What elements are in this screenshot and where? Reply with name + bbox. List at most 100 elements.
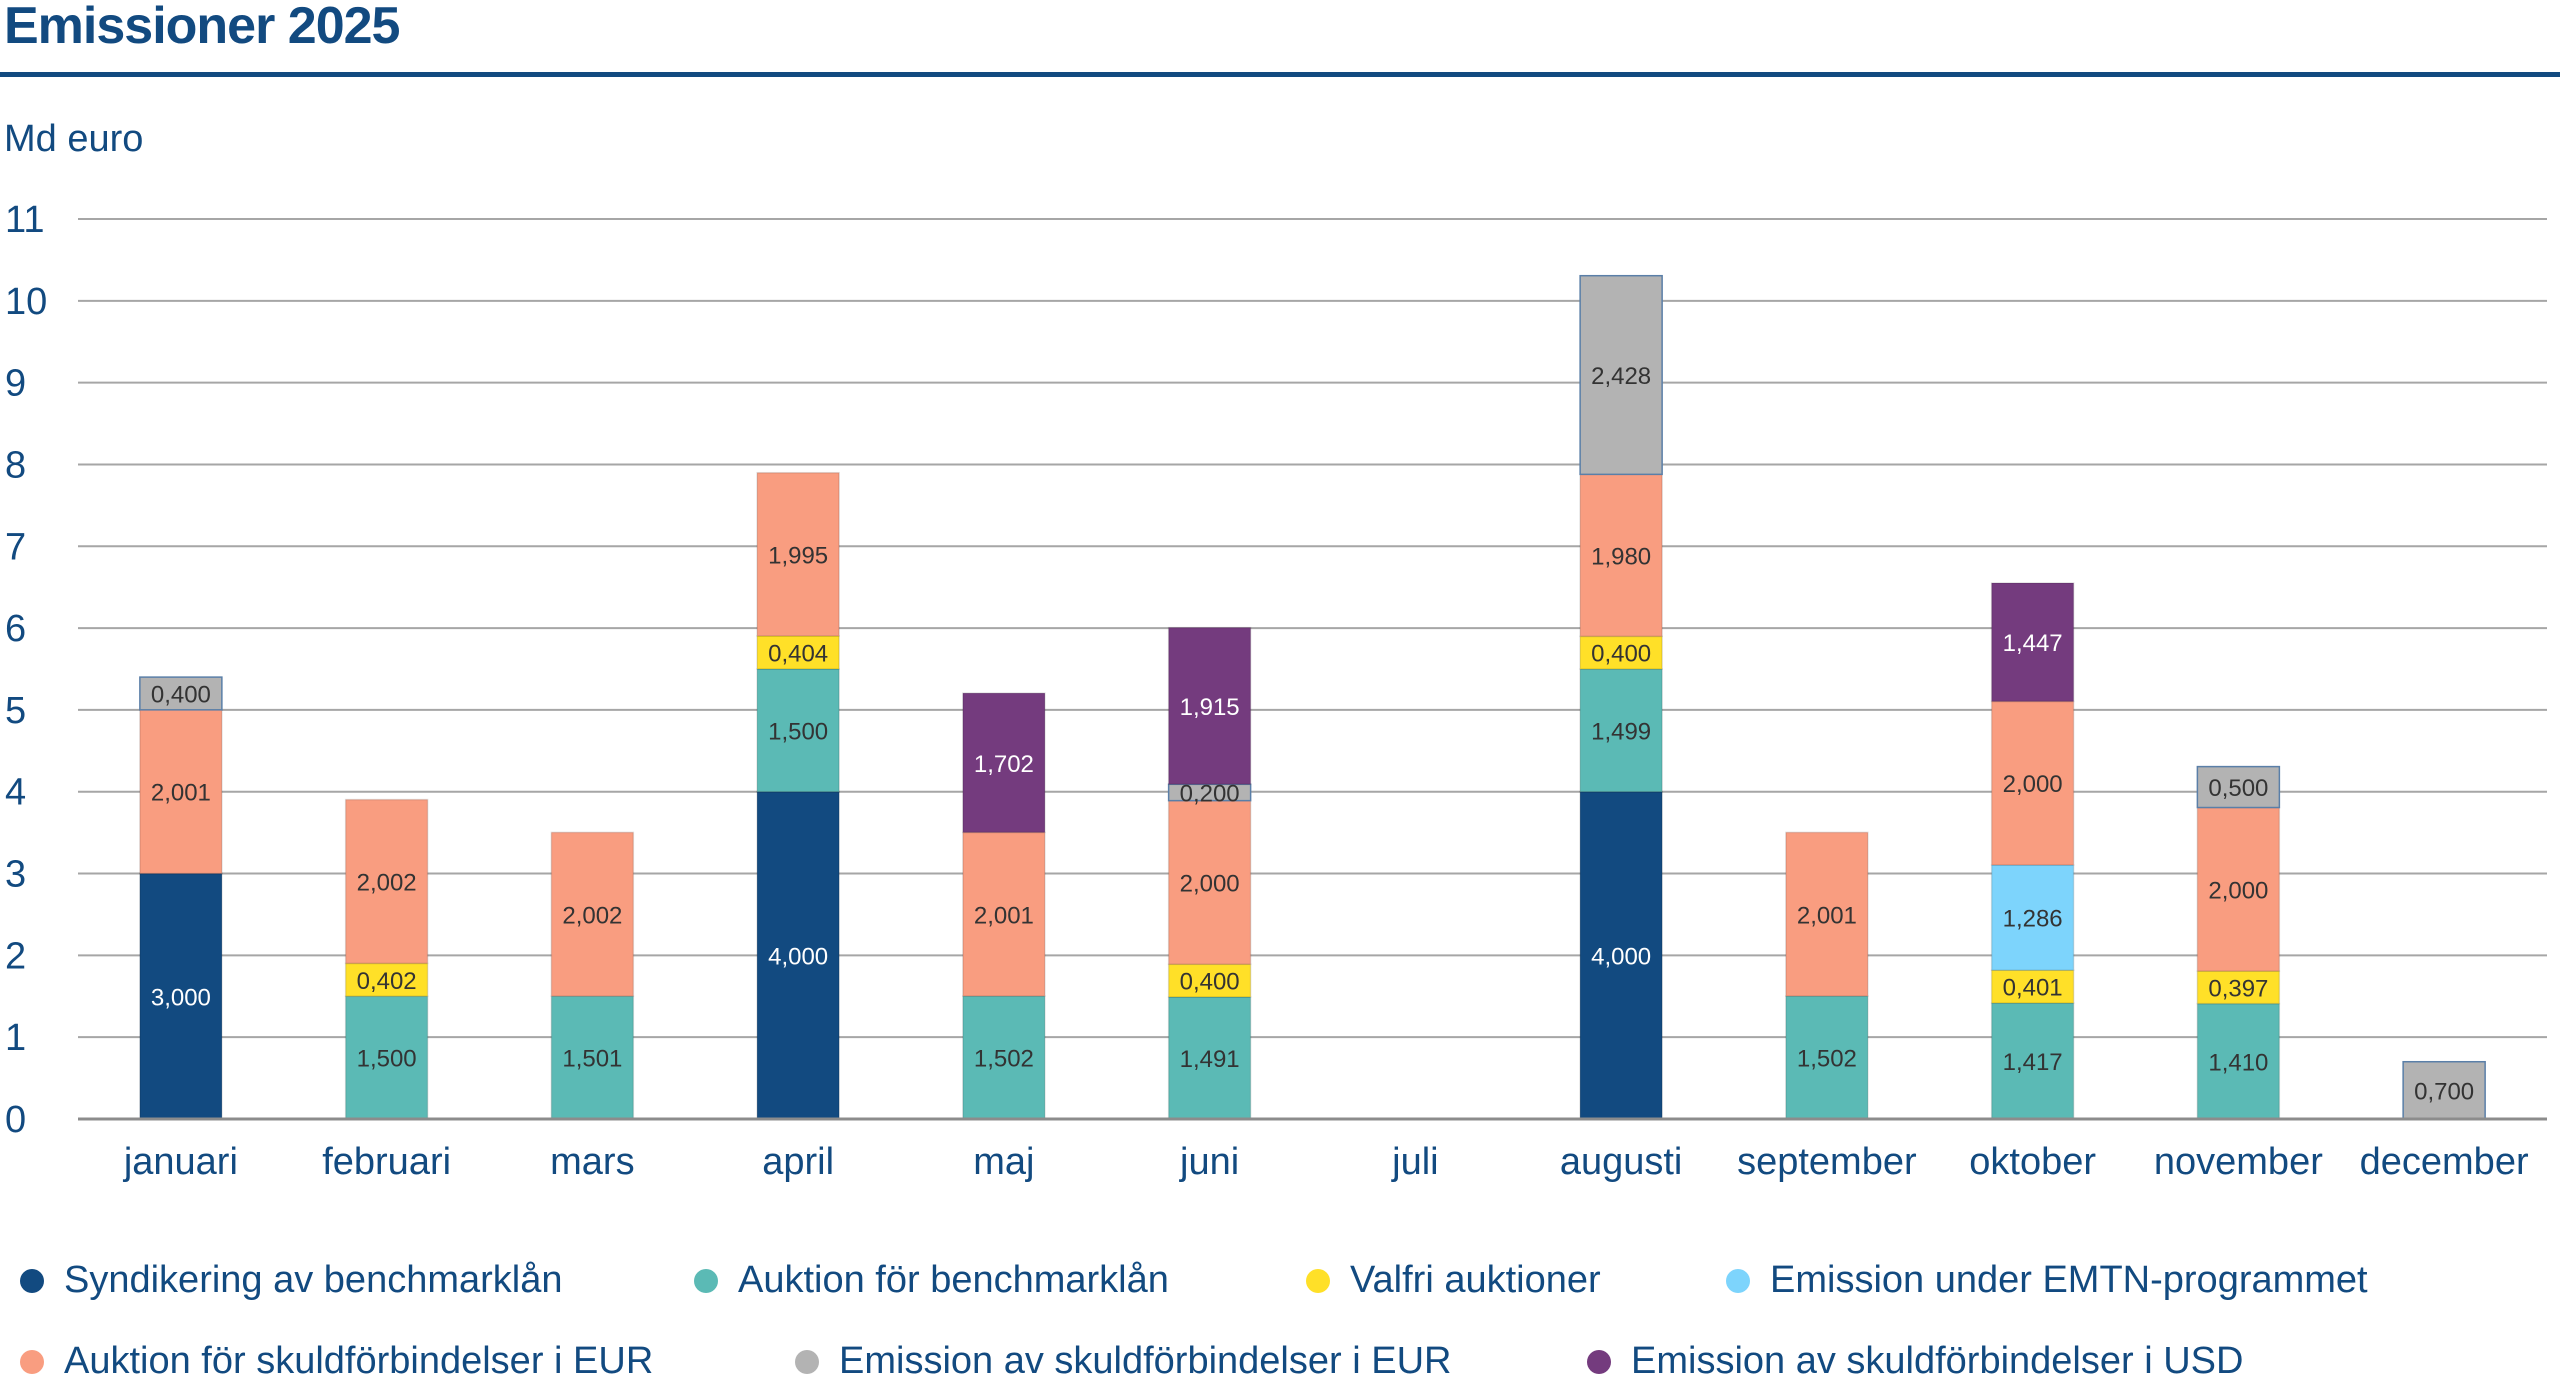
legend-label: Emission under EMTN-programmet	[1770, 1259, 2368, 1301]
x-tick-label: mars	[550, 1141, 634, 1183]
x-tick-label: maj	[973, 1141, 1034, 1183]
data-label: 1,286	[2003, 906, 2063, 933]
y-tick-label: 5	[5, 690, 26, 732]
data-label: 4,000	[768, 943, 828, 970]
legend-item-auktion-benchmark: Auktion för benchmarklån	[694, 1259, 1169, 1302]
x-tick-label: januari	[123, 1141, 238, 1183]
legend-item-emission-skuld-eur: Emission av skuldförbindelser i EUR	[795, 1340, 1451, 1383]
x-tick-label: augusti	[1560, 1141, 1683, 1183]
bar-segment	[2196, 970, 2281, 1005]
data-label: 0,200	[1180, 780, 1240, 807]
data-label: 1,447	[2003, 630, 2063, 657]
data-label: 1,995	[768, 542, 828, 569]
x-tick-label: februari	[322, 1141, 451, 1183]
legend-label: Emission av skuldförbindelser i USD	[1631, 1340, 2244, 1382]
bar-segment	[344, 798, 429, 965]
legend-label: Auktion för benchmarklån	[738, 1259, 1169, 1301]
title-divider	[0, 72, 2560, 77]
legend-swatch	[20, 1268, 44, 1293]
data-label: 2,002	[562, 902, 622, 929]
x-tick-label: november	[2154, 1141, 2323, 1183]
x-tick-label: september	[1737, 1141, 1917, 1183]
legend-label: Emission av skuldförbindelser i EUR	[839, 1340, 1452, 1382]
data-label: 0,397	[2208, 975, 2268, 1002]
bar-segment	[756, 471, 840, 637]
y-tick-label: 9	[5, 363, 26, 405]
bar-segment	[2196, 765, 2281, 809]
bar-segment	[1167, 626, 1252, 786]
data-label: 0,402	[357, 968, 417, 995]
y-tick-label: 3	[5, 854, 26, 896]
legend-item-valfri: Valfri auktioner	[1306, 1259, 1601, 1302]
bar-segment	[1579, 274, 1663, 476]
bar-segment	[962, 831, 1046, 997]
y-tick-label: 7	[5, 526, 26, 568]
bar-segment	[1990, 1002, 2075, 1120]
bar-segment	[1579, 635, 1663, 670]
bar-segment	[962, 692, 1046, 834]
x-tick-label: oktober	[1969, 1141, 2096, 1183]
data-label: 0,700	[2414, 1078, 2474, 1105]
bar-segment	[756, 790, 840, 1120]
bar-segment	[2196, 806, 2281, 972]
bar-segment	[1579, 668, 1663, 793]
chart-title: Emissioner 2025	[4, 0, 400, 55]
data-label: 0,500	[2208, 775, 2268, 802]
data-label: 1,500	[357, 1046, 417, 1073]
data-label: 2,000	[2208, 877, 2268, 904]
data-label: 1,501	[562, 1046, 622, 1073]
bar-segment	[344, 962, 429, 998]
data-label: 1,491	[1180, 1046, 1240, 1073]
legend-swatch	[1726, 1268, 1750, 1293]
y-tick-label: 11	[5, 199, 44, 241]
data-label: 0,404	[768, 640, 828, 667]
bar-segment	[550, 831, 635, 997]
data-label: 1,502	[1797, 1046, 1857, 1073]
bar-segment	[1785, 831, 1869, 997]
data-label: 1,502	[974, 1046, 1034, 1073]
bar-segment	[756, 635, 840, 670]
y-axis-label: Md euro	[4, 118, 144, 160]
bar-segment	[550, 995, 635, 1120]
data-label: 2,001	[1797, 902, 1857, 929]
legend-swatch	[1306, 1268, 1330, 1293]
data-label: 1,417	[2003, 1049, 2063, 1076]
data-label: 1,980	[1591, 543, 1651, 570]
data-label: 2,000	[2003, 771, 2063, 798]
data-label: 2,001	[151, 780, 211, 807]
data-label: 1,702	[974, 751, 1034, 778]
legend-swatch	[694, 1268, 718, 1293]
bar-segment	[139, 709, 223, 875]
bar-segment	[1990, 969, 2075, 1004]
data-label: 3,000	[151, 984, 211, 1011]
y-tick-label: 4	[5, 772, 26, 814]
legend-label: Syndikering av benchmarklån	[64, 1259, 563, 1301]
legend-item-emtn: Emission under EMTN-programmet	[1726, 1259, 2368, 1302]
bar-segment	[1167, 996, 1252, 1120]
y-tick-label: 8	[5, 444, 26, 486]
data-label: 1,915	[1180, 694, 1240, 721]
x-tick-label: juli	[1391, 1141, 1438, 1183]
x-tick-label: december	[2360, 1141, 2529, 1183]
x-tick-label: juni	[1179, 1141, 1239, 1183]
data-label: 2,428	[1591, 363, 1651, 390]
data-label: 4,000	[1591, 943, 1651, 970]
data-label: 0,401	[2003, 975, 2063, 1002]
bar-segment	[2402, 1060, 2486, 1120]
legend-swatch	[20, 1349, 44, 1374]
bar-segment	[1990, 700, 2075, 866]
bar-segment	[139, 676, 223, 711]
x-tick-label: april	[762, 1141, 834, 1183]
data-label: 0,400	[1591, 641, 1651, 668]
data-label: 2,000	[1180, 870, 1240, 897]
data-label: 1,500	[768, 718, 828, 745]
data-label: 2,002	[357, 869, 417, 896]
data-label: 0,400	[151, 681, 211, 708]
y-tick-label: 1	[5, 1017, 26, 1059]
legend-label: Auktion för skuldförbindelser i EUR	[64, 1340, 654, 1382]
data-label: 2,001	[974, 902, 1034, 929]
y-tick-label: 2	[5, 935, 26, 977]
legend-swatch	[795, 1349, 819, 1374]
data-label: 1,499	[1591, 718, 1651, 745]
